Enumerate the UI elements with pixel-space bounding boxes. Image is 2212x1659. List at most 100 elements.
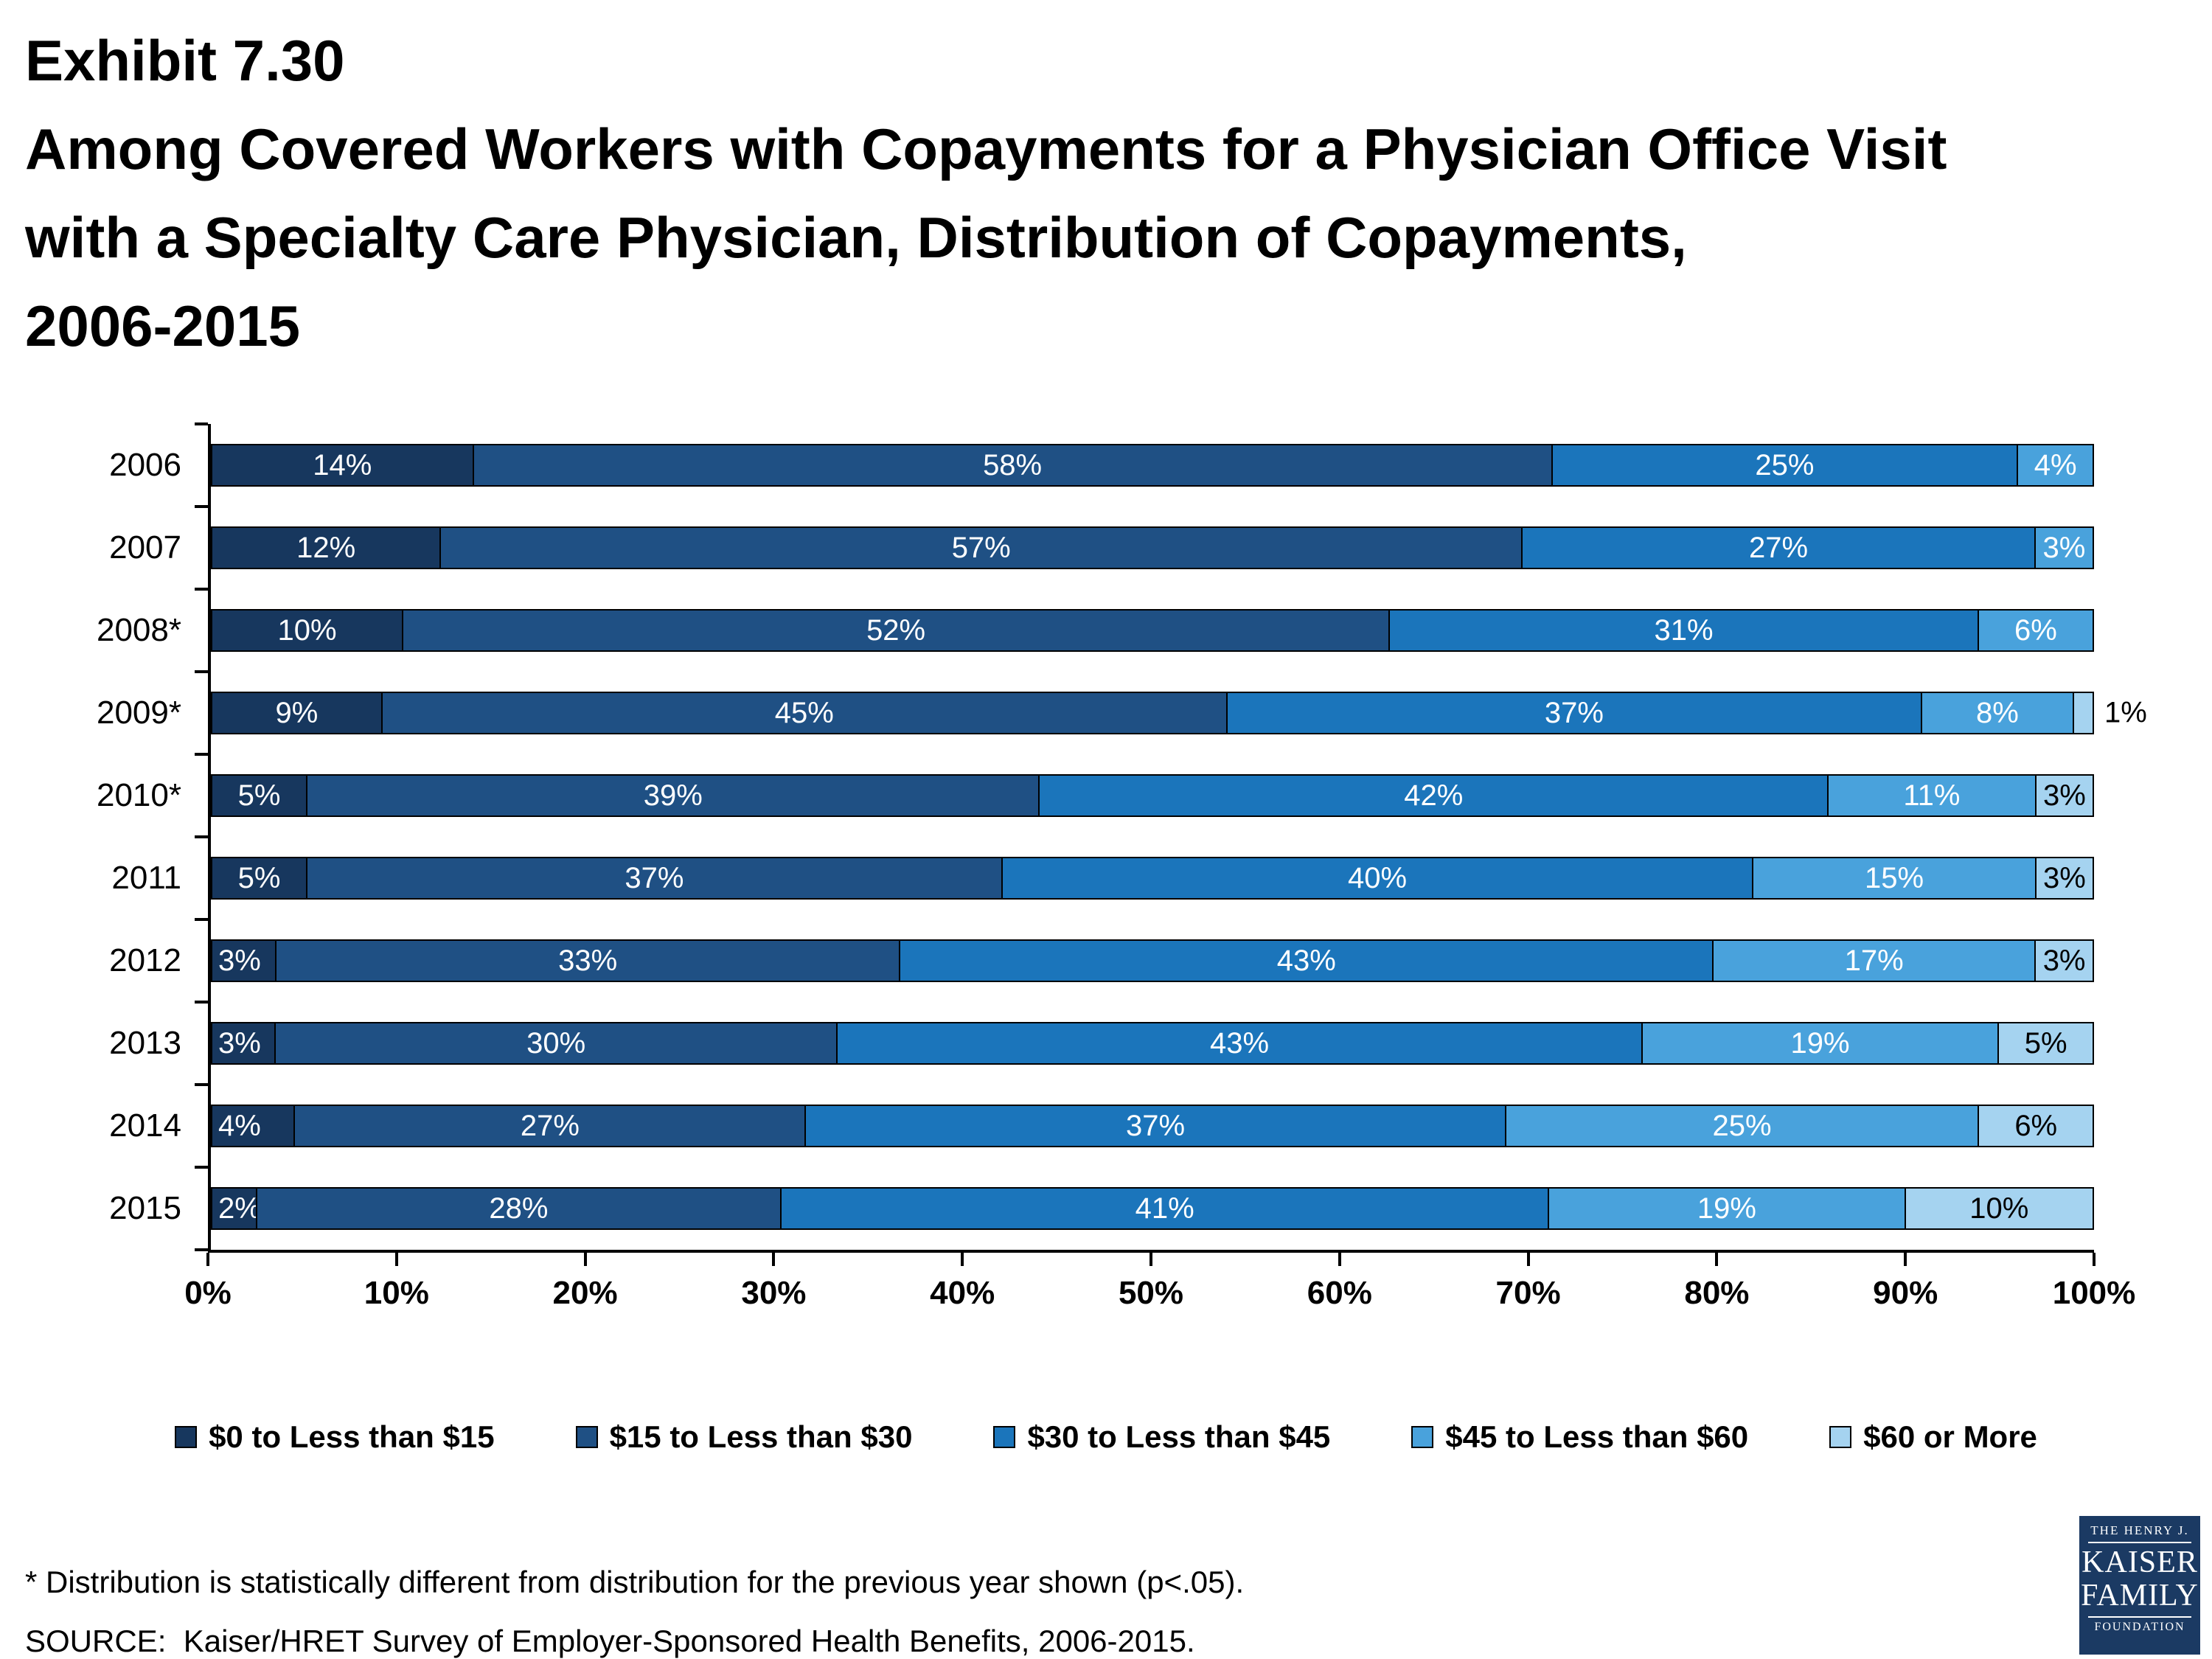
bar-segment-label: 6% xyxy=(2014,1109,2058,1142)
bar-row: 2014 4% 27% 37% 25% 6% xyxy=(44,1085,2095,1167)
bar-segment-label: 2% xyxy=(218,1192,261,1225)
bar-segment-label: 30% xyxy=(526,1026,586,1060)
bar-segment: 25% xyxy=(1551,444,2019,487)
bar-segment: 25% xyxy=(1504,1105,1980,1147)
bar-cell: 2% 28% 41% 19% 10% xyxy=(208,1167,2094,1250)
bar-segment-label: 4% xyxy=(2034,448,2077,481)
bar-row: 2009* 9% 45% 37% 8% 1% xyxy=(44,672,2147,754)
bar-segment: 39% xyxy=(306,774,1040,817)
x-axis-tick xyxy=(961,1253,964,1266)
bar-segment-label: 1% xyxy=(2104,696,2147,729)
bar-segment-label: 10% xyxy=(277,613,337,647)
y-axis-label: 2006 xyxy=(109,447,181,483)
bar-cell: 5% 37% 40% 15% 3% xyxy=(208,837,2094,919)
bar-segment: 3% xyxy=(2034,526,2094,569)
bar-cell: 5% 39% 42% 11% 3% xyxy=(208,754,2094,837)
bar-segment-label: 19% xyxy=(1790,1026,1850,1060)
y-axis-label: 2012 xyxy=(109,942,181,978)
bar-segment: 40% xyxy=(1001,857,1754,900)
legend-label: $0 to Less than $15 xyxy=(209,1419,495,1454)
stacked-bar: 2% 28% 41% 19% 10% xyxy=(211,1187,2094,1230)
y-axis-tick xyxy=(195,1001,208,1004)
legend-swatch xyxy=(1829,1426,1852,1448)
bar-segment: 11% xyxy=(1827,774,2037,817)
x-axis-tick xyxy=(1338,1253,1341,1266)
bar-cell: 3% 33% 43% 17% 3% xyxy=(208,919,2094,1002)
bar-segment-label: 28% xyxy=(489,1192,549,1225)
bar-segment-label: 37% xyxy=(625,861,684,894)
x-axis-tick-label: 40% xyxy=(930,1275,995,1311)
stacked-bar: 3% 30% 43% 19% 5% xyxy=(211,1022,2094,1065)
bar-segment-label: 25% xyxy=(1712,1109,1772,1142)
plot-rows: 2006 14% 58% 25% 4% 2007 12% 57% 27% 3% 2008* 10% 52… xyxy=(44,422,2147,1251)
x-axis-tick xyxy=(206,1253,209,1266)
legend-item: $45 to Less than $60 xyxy=(1411,1419,1748,1455)
legend-label: $15 to Less than $30 xyxy=(609,1419,913,1454)
bar-segment: 10% xyxy=(1904,1187,2094,1230)
bar-segment: 57% xyxy=(439,526,1523,569)
kff-logo-line-2: KAISER xyxy=(2081,1545,2198,1579)
bar-segment-label: 3% xyxy=(2042,531,2086,564)
footnote-asterisk: * Distribution is statistically differen… xyxy=(25,1565,1245,1599)
bar-segment: 4% xyxy=(211,1105,296,1147)
x-axis-tick-label: 90% xyxy=(1873,1275,1938,1311)
x-axis-tick-label: 80% xyxy=(1684,1275,1750,1311)
bar-segment: 3% xyxy=(2034,939,2094,982)
bar-segment: 33% xyxy=(274,939,901,982)
legend-swatch xyxy=(1411,1426,1434,1448)
x-axis-tick-label: 100% xyxy=(2052,1275,2136,1311)
kff-logo-rule-bottom xyxy=(2088,1616,2191,1618)
y-axis-tick xyxy=(195,505,208,508)
y-axis-tick xyxy=(195,835,208,838)
bar-segment: 30% xyxy=(274,1022,838,1065)
bar-segment-label: 12% xyxy=(296,531,356,564)
bar-segment-label: 3% xyxy=(2042,861,2086,894)
bar-segment: 58% xyxy=(472,444,1553,487)
bar-segment-label: 10% xyxy=(1969,1192,2029,1225)
bar-segment-label: 3% xyxy=(2042,779,2086,812)
legend-item: $30 to Less than $45 xyxy=(993,1419,1330,1455)
y-axis-label: 2009* xyxy=(96,695,181,731)
x-axis-tick-label: 60% xyxy=(1307,1275,1372,1311)
x-axis-tick-label: 70% xyxy=(1495,1275,1561,1311)
title-line-4: 2006-2015 xyxy=(25,293,301,358)
bar-row: 2007 12% 57% 27% 3% xyxy=(44,507,2094,589)
bar-segment: 5% xyxy=(211,774,308,817)
bar-segment: 2% xyxy=(211,1187,261,1230)
y-axis-label: 2007 xyxy=(109,529,181,566)
bar-segment: 10% xyxy=(211,609,403,652)
bar-segment: 37% xyxy=(804,1105,1506,1147)
bar-segment: 3% xyxy=(2034,857,2094,900)
bar-segment: 43% xyxy=(836,1022,1643,1065)
bar-segment: 12% xyxy=(211,526,442,569)
bar-segment-label: 31% xyxy=(1654,613,1714,647)
bar-segment-label: 43% xyxy=(1210,1026,1270,1060)
legend-item: $60 or More xyxy=(1829,1419,2037,1455)
bar-segment: 17% xyxy=(1712,939,2037,982)
bar-segment: 15% xyxy=(1752,857,2037,900)
x-axis-tick xyxy=(2093,1253,2096,1266)
bar-segment-label: 17% xyxy=(1844,944,1904,977)
bar-segment-label: 5% xyxy=(2024,1026,2067,1060)
bar-segment-label: 9% xyxy=(275,696,319,729)
bar-row: 2012 3% 33% 43% 17% 3% xyxy=(44,919,2094,1002)
bar-segment: 6% xyxy=(1978,1105,2095,1147)
bar-segment: 5% xyxy=(211,857,308,900)
bar-segment-label: 37% xyxy=(1544,696,1604,729)
y-axis-tick xyxy=(195,1248,208,1251)
y-axis-label: 2015 xyxy=(109,1190,181,1226)
bar-segment-label: 43% xyxy=(1276,944,1336,977)
bar-segment: 27% xyxy=(293,1105,807,1147)
bar-row: 2015 2% 28% 41% 19% 10% xyxy=(44,1167,2094,1250)
footnote-source: SOURCE: Kaiser/HRET Survey of Employer-S… xyxy=(25,1624,1195,1658)
bar-cell: 10% 52% 31% 6% xyxy=(208,589,2095,672)
stacked-bar: 5% 39% 42% 11% 3% xyxy=(211,774,2094,817)
bar-segment-label: 40% xyxy=(1348,861,1408,894)
x-axis-tick xyxy=(1715,1253,1719,1266)
bar-segment: 8% xyxy=(1921,692,2074,734)
bar-segment: 41% xyxy=(780,1187,1550,1230)
kff-logo-line-1: THE HENRY J. xyxy=(2090,1523,2189,1537)
legend: $0 to Less than $15 $15 to Less than $30 $… xyxy=(0,1419,2212,1455)
bar-segment-label: 6% xyxy=(2014,613,2057,647)
